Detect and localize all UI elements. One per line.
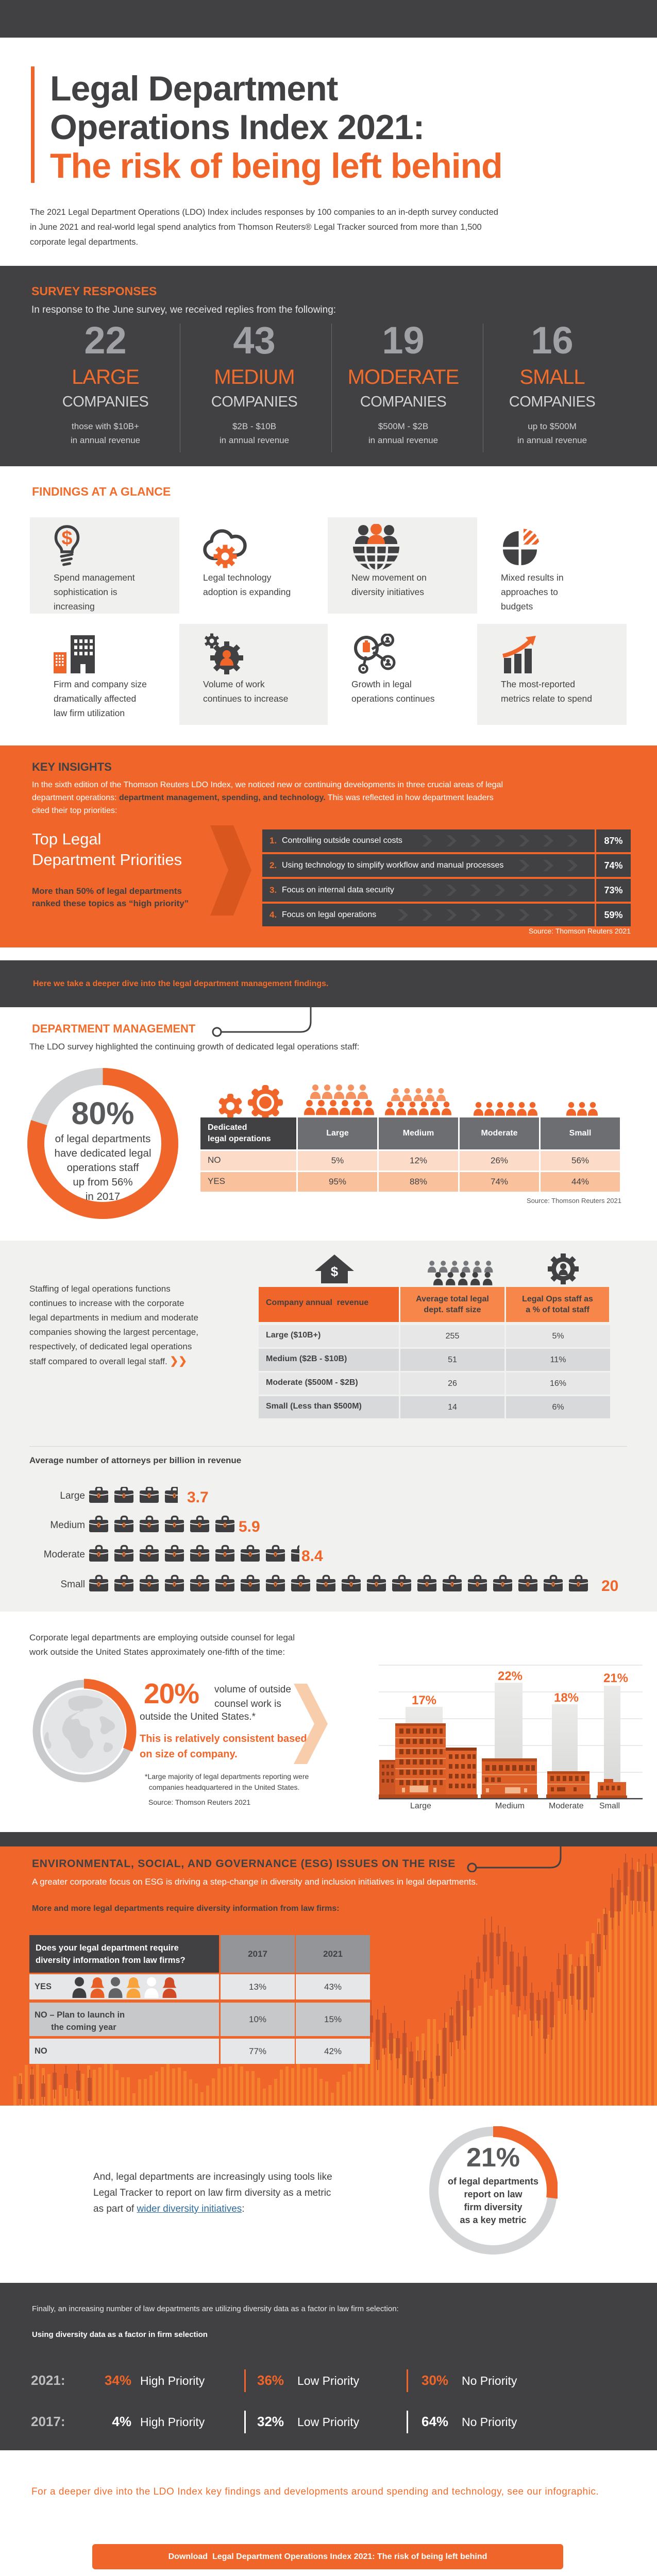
svg-text:21%: 21% bbox=[603, 1671, 628, 1685]
svg-text:17%: 17% bbox=[412, 1693, 436, 1707]
svg-text:$: $ bbox=[61, 528, 72, 549]
svg-text:$: $ bbox=[331, 1264, 339, 1279]
svg-text:22%: 22% bbox=[498, 1669, 523, 1683]
svg-text:18%: 18% bbox=[554, 1691, 579, 1705]
